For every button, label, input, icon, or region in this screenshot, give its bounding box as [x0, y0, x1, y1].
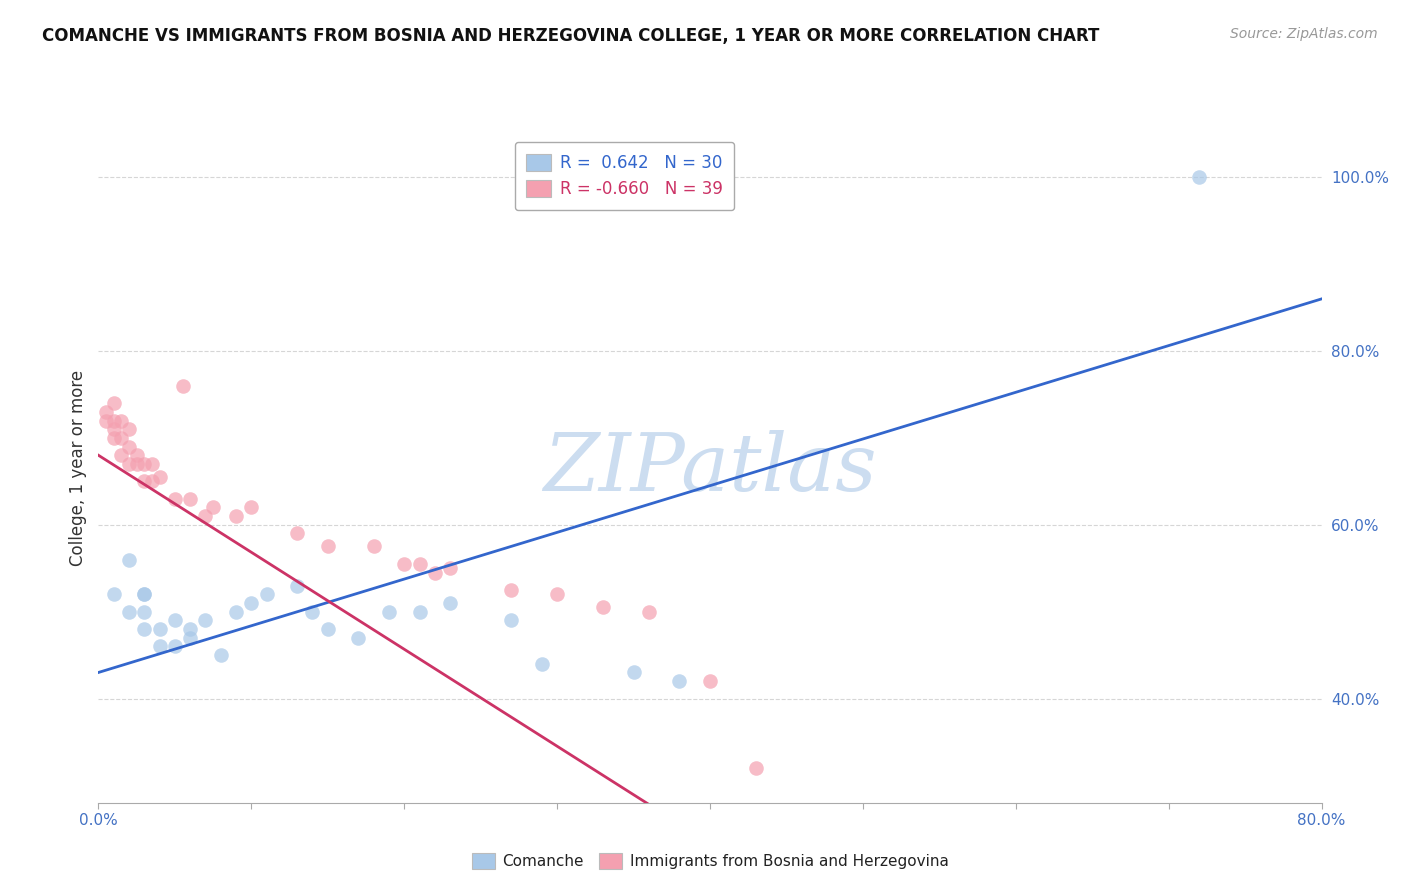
Point — [285, 526, 308, 541]
Point — [118, 457, 141, 471]
Point — [103, 431, 125, 445]
Point — [392, 557, 416, 571]
Point — [225, 509, 247, 524]
Point — [363, 540, 385, 554]
Point — [149, 470, 172, 484]
Point — [209, 648, 232, 662]
Point — [103, 422, 125, 436]
Point — [408, 557, 430, 571]
Point — [194, 509, 217, 524]
Point — [134, 587, 156, 601]
Point — [163, 640, 186, 654]
Point — [316, 622, 339, 636]
Point — [501, 613, 523, 627]
Point — [103, 396, 125, 410]
Legend: Comanche, Immigrants from Bosnia and Herzegovina: Comanche, Immigrants from Bosnia and Her… — [465, 847, 955, 875]
Point — [592, 600, 614, 615]
Point — [179, 631, 201, 645]
Point — [110, 448, 132, 462]
Point — [118, 422, 141, 436]
Point — [118, 552, 141, 566]
Point — [103, 587, 125, 601]
Point — [240, 596, 263, 610]
Point — [110, 413, 132, 427]
Point — [179, 622, 201, 636]
Point — [134, 457, 156, 471]
Point — [103, 413, 125, 427]
Point — [637, 605, 661, 619]
Point — [439, 596, 461, 610]
Point — [378, 605, 401, 619]
Point — [94, 405, 117, 419]
Point — [149, 640, 172, 654]
Point — [1188, 170, 1211, 185]
Point — [225, 605, 247, 619]
Point — [316, 540, 339, 554]
Point — [149, 622, 172, 636]
Point — [141, 475, 163, 489]
Point — [163, 491, 186, 506]
Point — [110, 431, 132, 445]
Point — [202, 500, 225, 515]
Point — [408, 605, 430, 619]
Point — [285, 578, 308, 592]
Point — [240, 500, 263, 515]
Text: Source: ZipAtlas.com: Source: ZipAtlas.com — [1230, 27, 1378, 41]
Point — [530, 657, 553, 671]
Point — [668, 674, 690, 689]
Point — [163, 613, 186, 627]
Point — [439, 561, 461, 575]
Point — [118, 440, 141, 454]
Point — [501, 582, 523, 597]
Point — [134, 622, 156, 636]
Point — [94, 413, 117, 427]
Point — [423, 566, 446, 580]
Point — [134, 475, 156, 489]
Point — [125, 457, 148, 471]
Point — [546, 587, 568, 601]
Point — [134, 587, 156, 601]
Text: COMANCHE VS IMMIGRANTS FROM BOSNIA AND HERZEGOVINA COLLEGE, 1 YEAR OR MORE CORRE: COMANCHE VS IMMIGRANTS FROM BOSNIA AND H… — [42, 27, 1099, 45]
Point — [256, 587, 278, 601]
Point — [194, 613, 217, 627]
Point — [623, 665, 645, 680]
Point — [125, 448, 148, 462]
Point — [347, 631, 370, 645]
Point — [699, 674, 721, 689]
Point — [134, 605, 156, 619]
Y-axis label: College, 1 year or more: College, 1 year or more — [69, 370, 87, 566]
Point — [172, 378, 194, 392]
Point — [179, 491, 201, 506]
Point — [118, 605, 141, 619]
Point — [745, 761, 768, 775]
Text: ZIPatlas: ZIPatlas — [543, 430, 877, 507]
Point — [141, 457, 163, 471]
Point — [301, 605, 323, 619]
